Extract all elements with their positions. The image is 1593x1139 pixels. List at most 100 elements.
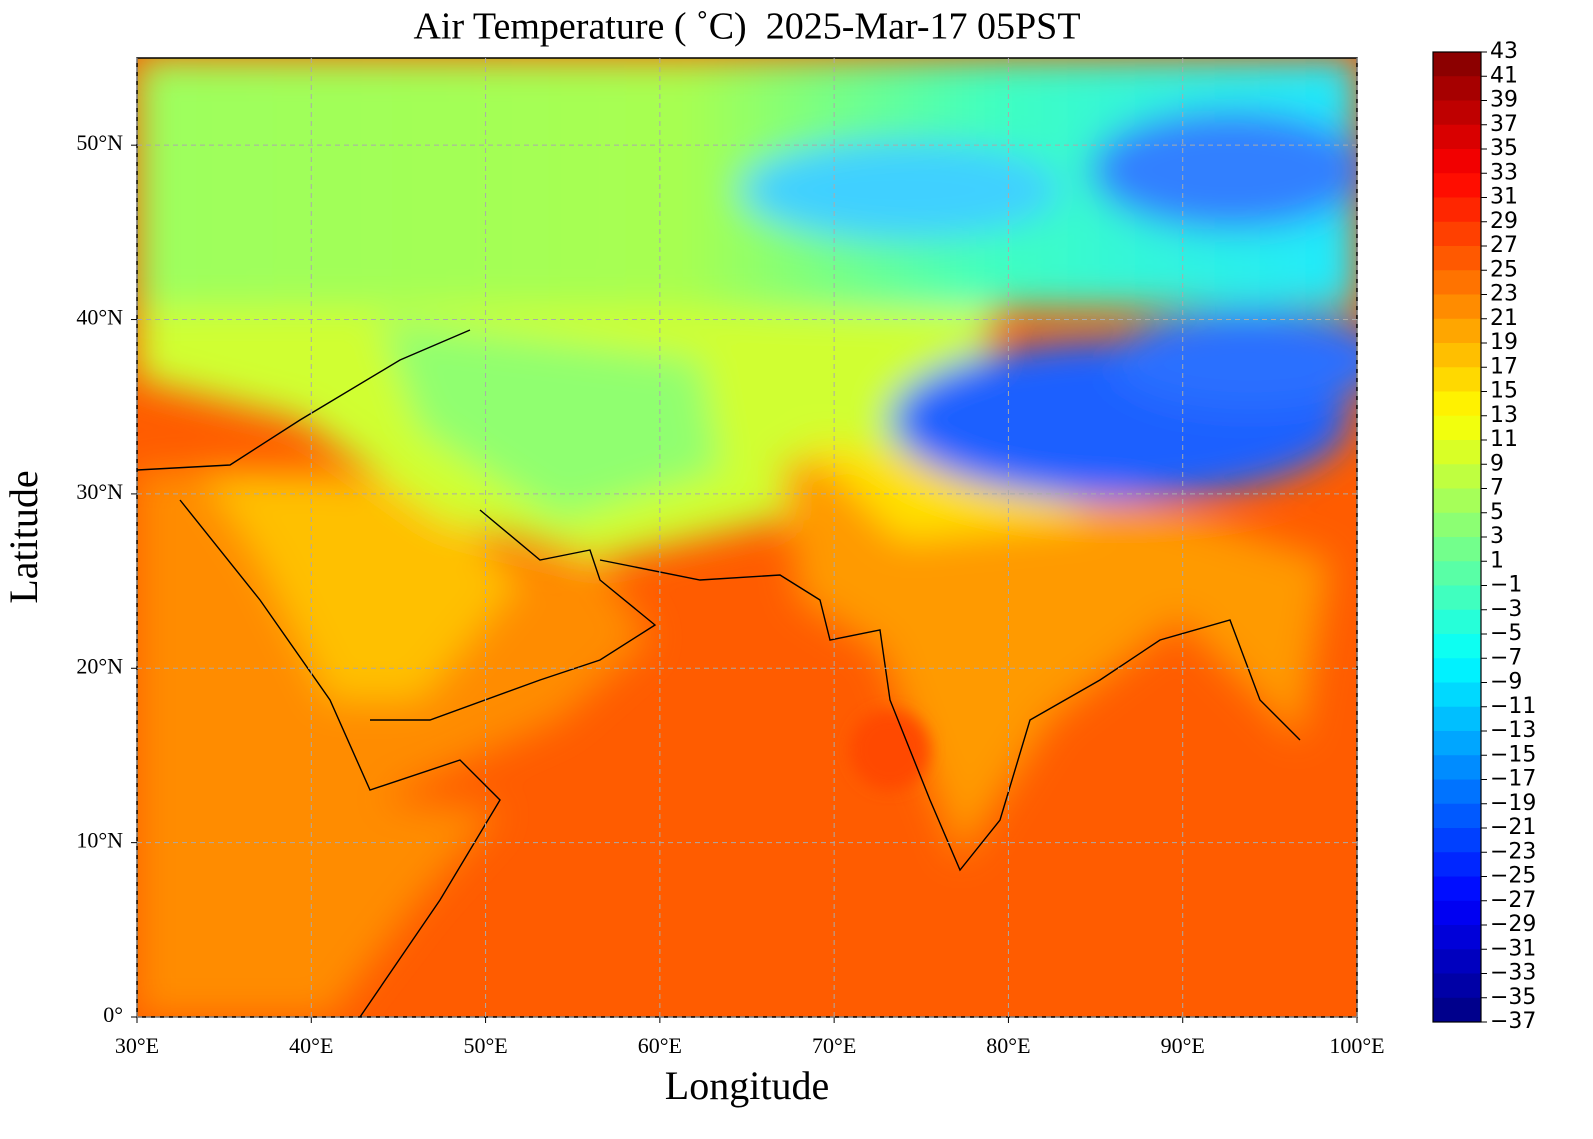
colorbar-band: [1433, 270, 1481, 295]
temperature-field: [137, 58, 1357, 1017]
y-tick-label: 0°: [103, 1002, 123, 1027]
colorbar-tick-label: −7: [1490, 645, 1522, 670]
x-axis-label: Longitude: [665, 1063, 829, 1108]
colorbar-band: [1433, 343, 1481, 368]
colorbar-band: [1433, 876, 1481, 902]
x-tick-label: 90°E: [1161, 1033, 1205, 1058]
colorbar-band: [1433, 900, 1481, 926]
colorbar-band: [1433, 779, 1481, 805]
x-tick-label: 30°E: [115, 1033, 159, 1058]
colorbar-band: [1433, 925, 1481, 950]
colorbar-tick-label: −11: [1490, 694, 1536, 719]
colorbar-band: [1433, 246, 1481, 271]
colorbar-tick-label: −15: [1490, 742, 1536, 767]
colorbar-band: [1433, 658, 1481, 683]
x-tick-label: 50°E: [463, 1033, 507, 1058]
colorbar-band: [1433, 464, 1481, 489]
colorbar-band: [1433, 415, 1481, 441]
y-tick-label: 50°N: [76, 130, 123, 155]
colorbar-band: [1433, 391, 1481, 417]
colorbar-band: [1433, 124, 1481, 150]
colorbar-tick-label: 39: [1490, 88, 1518, 113]
colorbar-band: [1433, 440, 1481, 465]
colorbar-tick-label: 17: [1490, 354, 1518, 379]
colorbar-band: [1433, 585, 1481, 611]
colorbar-band: [1433, 828, 1481, 853]
colorbar-band: [1433, 852, 1481, 877]
colorbar-band: [1433, 755, 1481, 780]
colorbar-band: [1433, 221, 1481, 247]
colorbar-tick-label: 7: [1490, 476, 1504, 501]
colorbar-tick-label: −19: [1490, 791, 1536, 816]
y-tick-label: 10°N: [76, 828, 123, 853]
x-tick-label: 100°E: [1329, 1033, 1384, 1058]
colorbar-band: [1433, 634, 1481, 659]
colorbar-band: [1433, 52, 1481, 77]
colorbar-band: [1433, 367, 1481, 392]
colorbar-tick-label: 19: [1490, 330, 1518, 355]
colorbar-tick-label: −3: [1490, 597, 1522, 622]
colorbar-band: [1433, 197, 1481, 223]
colorbar-band: [1433, 149, 1481, 174]
colorbar-band: [1433, 609, 1481, 635]
title: Air Temperature ( ˚C) 2025-Mar-17 05PST: [413, 6, 1080, 48]
colorbar-tick-label: 1: [1490, 548, 1504, 573]
colorbar-band: [1433, 706, 1481, 732]
colorbar-tick-label: 37: [1490, 112, 1518, 137]
colorbar-tick-label: −35: [1490, 985, 1536, 1010]
colorbar-tick-label: −37: [1490, 1009, 1536, 1034]
colorbar-band: [1433, 973, 1481, 999]
colorbar-tick-label: −27: [1490, 888, 1536, 913]
colorbar-band: [1433, 561, 1481, 586]
colorbar-tick-label: −25: [1490, 864, 1536, 889]
colorbar-tick-label: −1: [1490, 573, 1522, 598]
colorbar-frame: [1432, 51, 1482, 1023]
colorbar-band: [1433, 949, 1481, 974]
colorbar-tick-label: 11: [1490, 427, 1518, 452]
colorbar-band: [1433, 512, 1481, 538]
colorbar-tick-label: −21: [1490, 815, 1536, 840]
colorbar-tick-label: 9: [1490, 451, 1504, 476]
colorbar-tick-label: 25: [1490, 257, 1518, 282]
colorbar-tick-label: 13: [1490, 403, 1518, 428]
colorbar-tick-label: −5: [1490, 621, 1522, 646]
colorbar-tick-label: 35: [1490, 136, 1518, 161]
colorbar-band: [1433, 318, 1481, 344]
colorbar-band: [1433, 537, 1481, 562]
colorbar-band: [1433, 997, 1481, 1023]
colorbar-tick-label: 29: [1490, 209, 1518, 234]
colorbar-band: [1433, 76, 1481, 101]
colorbar-band: [1433, 682, 1481, 708]
colorbar-band: [1433, 100, 1481, 126]
colorbar-tick-label: −33: [1490, 961, 1536, 986]
x-tick-label: 70°E: [812, 1033, 856, 1058]
colorbar-band: [1433, 294, 1481, 320]
colorbar-tick-label: 43: [1490, 39, 1518, 64]
colorbar-tick-label: 15: [1490, 379, 1518, 404]
colorbar-tick-label: 23: [1490, 282, 1518, 307]
colorbar-tick-label: 41: [1490, 63, 1518, 88]
colorbar-tick-label: 31: [1490, 185, 1518, 210]
colorbar-tick-label: 5: [1490, 500, 1504, 525]
colorbar-band: [1433, 488, 1481, 514]
colorbar-tick-label: −13: [1490, 718, 1536, 743]
colorbar-band: [1433, 173, 1481, 198]
colorbar-tick-label: 27: [1490, 233, 1518, 258]
colorbar-tick-label: 3: [1490, 524, 1504, 549]
x-tick-label: 60°E: [638, 1033, 682, 1058]
y-tick-label: 20°N: [76, 653, 123, 678]
colorbar-tick-label: −23: [1490, 839, 1536, 864]
y-tick-label: 40°N: [76, 305, 123, 330]
y-axis-label: Latitude: [1, 470, 46, 603]
y-tick-label: 30°N: [76, 479, 123, 504]
x-tick-label: 80°E: [986, 1033, 1030, 1058]
colorbar-tick-label: −31: [1490, 936, 1536, 961]
colorbar-tick-label: 33: [1490, 160, 1518, 185]
colorbar-tick-label: 21: [1490, 306, 1518, 331]
colorbar: 434139373533312927252321191715131197531−…: [1433, 39, 1536, 1034]
colorbar-tick-label: −29: [1490, 912, 1536, 937]
colorbar-band: [1433, 731, 1481, 756]
x-tick-label: 40°E: [289, 1033, 333, 1058]
colorbar-band: [1433, 803, 1481, 829]
